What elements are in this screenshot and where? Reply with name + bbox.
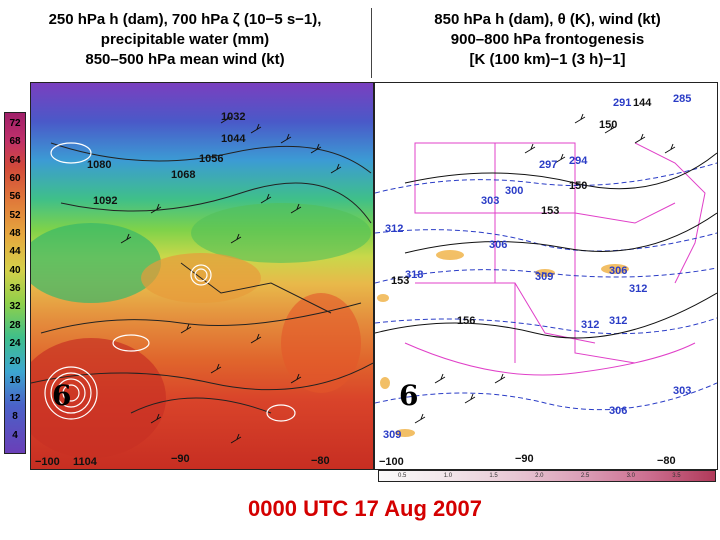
right-title-line-3: [K (100 km)−1 (3 h)−1] xyxy=(469,51,626,68)
theta-contour-label: 312 xyxy=(581,319,600,331)
right-map-panel: 285 291 144 150 297 294 150 300 303 153 … xyxy=(374,82,718,470)
longitude-label: −100 xyxy=(379,456,404,468)
longitude-label: −100 xyxy=(35,456,60,468)
precipitable-water-colorbar xyxy=(4,112,26,454)
frontogenesis-colorbar-tick: 3.0 xyxy=(626,473,635,479)
colorbar-tick: 40 xyxy=(9,264,21,276)
contour-label: 1104 xyxy=(73,456,97,468)
frontogenesis-colorbar-tick: 2.5 xyxy=(580,473,590,479)
height-contour-label: 150 xyxy=(599,119,618,131)
colorbar-tick: 44 xyxy=(9,246,21,258)
colorbar-tick: 32 xyxy=(9,301,21,313)
theta-contour-label: 294 xyxy=(569,155,588,167)
left-panel-title: 250 hPa h (dam), 700 hPa ζ (10−5 s−1), p… xyxy=(10,10,360,70)
right-panel-title: 850 hPa h (dam), θ (K), wind (kt) 900–80… xyxy=(380,10,715,70)
right-map-overlay xyxy=(375,113,717,437)
height-contour-label: 153 xyxy=(391,275,410,287)
left-map-panel: 1032 1044 1056 1068 1080 1092 −100 1104 … xyxy=(30,82,374,470)
theta-contour-label: 300 xyxy=(505,185,524,197)
hurricane-symbol: 6 xyxy=(399,379,419,412)
colorbar-tick: 64 xyxy=(9,154,21,166)
colorbar-tick: 56 xyxy=(9,191,21,203)
frontogenesis-colorbar-tick: 2.0 xyxy=(535,473,544,479)
frontogenesis-colorbar-tick: 1.0 xyxy=(443,473,453,479)
right-title-line-1: 850 hPa h (dam), θ (K), wind (kt) xyxy=(434,11,661,28)
contour-label: 1092 xyxy=(93,195,118,207)
contour-label: 1080 xyxy=(87,159,112,171)
frontogenesis-colorbar-tick: 3.5 xyxy=(672,473,681,479)
theta-contour-label: 312 xyxy=(629,283,648,295)
longitude-label: −90 xyxy=(515,453,534,465)
height-contour-label: 153 xyxy=(541,205,560,217)
colorbar-tick: 28 xyxy=(9,319,21,331)
colorbar-tick: 52 xyxy=(9,209,21,221)
theta-contour-label: 303 xyxy=(673,385,692,397)
colorbar-tick: 48 xyxy=(9,228,21,239)
colorbar-tick: 4 xyxy=(12,429,18,441)
left-map-overlay xyxy=(31,113,373,458)
valid-time-label: 0000 UTC 17 Aug 2007 xyxy=(248,496,482,521)
left-title-line-2: precipitable water (mm) xyxy=(100,31,270,48)
theta-contour-label: 291 xyxy=(613,97,632,109)
theta-contour-label: 318 xyxy=(405,269,424,281)
frontogenesis-colorbar-tick: 0.5 xyxy=(398,473,407,479)
colorbar-tick: 8 xyxy=(12,411,18,423)
colorbar-tick: 20 xyxy=(9,356,21,368)
contour-label: 1056 xyxy=(199,153,224,165)
colorbar-tick: 68 xyxy=(9,136,21,148)
theta-contour-label: 312 xyxy=(385,223,404,235)
height-contour-label: 150 xyxy=(569,180,588,192)
colorbar-tick: 36 xyxy=(9,283,21,294)
frontogenesis-colorbar xyxy=(378,470,716,482)
theta-contour-label: 306 xyxy=(489,239,508,251)
colorbar-tick: 72 xyxy=(9,118,21,129)
colorbar-tick: 60 xyxy=(9,173,21,184)
right-title-line-2: 900–800 hPa frontogenesis xyxy=(450,31,645,48)
theta-contour-label: 306 xyxy=(609,265,628,277)
longitude-label: −90 xyxy=(171,453,190,465)
colorbar-tick: 16 xyxy=(9,374,21,386)
height-contour-label: 156 xyxy=(457,315,476,327)
frontogenesis-colorbar-tick: 1.5 xyxy=(489,473,498,479)
hurricane-symbol: 6 xyxy=(52,379,72,412)
longitude-label: −80 xyxy=(311,455,330,467)
height-contour-label: 144 xyxy=(633,97,652,109)
colorbar-tick: 12 xyxy=(9,393,21,404)
theta-contour-label: 312 xyxy=(609,315,628,327)
theta-contour-label: 309 xyxy=(535,271,554,283)
title-divider xyxy=(371,8,372,78)
theta-contour-label: 306 xyxy=(609,405,628,417)
theta-contour-label: 303 xyxy=(481,195,500,207)
colorbar-tick: 24 xyxy=(9,338,21,349)
contour-label: 1044 xyxy=(221,133,246,145)
left-title-line-1: 250 hPa h (dam), 700 hPa ζ (10−5 s−1), xyxy=(48,11,322,28)
theta-contour-label: 285 xyxy=(673,93,692,105)
theta-contour-label: 309 xyxy=(383,429,402,441)
theta-contour-label: 297 xyxy=(539,159,558,171)
longitude-label: −80 xyxy=(657,455,676,467)
contour-label: 1068 xyxy=(171,169,196,181)
left-title-line-3: 850–500 hPa mean wind (kt) xyxy=(85,51,285,68)
contour-label: 1032 xyxy=(221,111,246,123)
